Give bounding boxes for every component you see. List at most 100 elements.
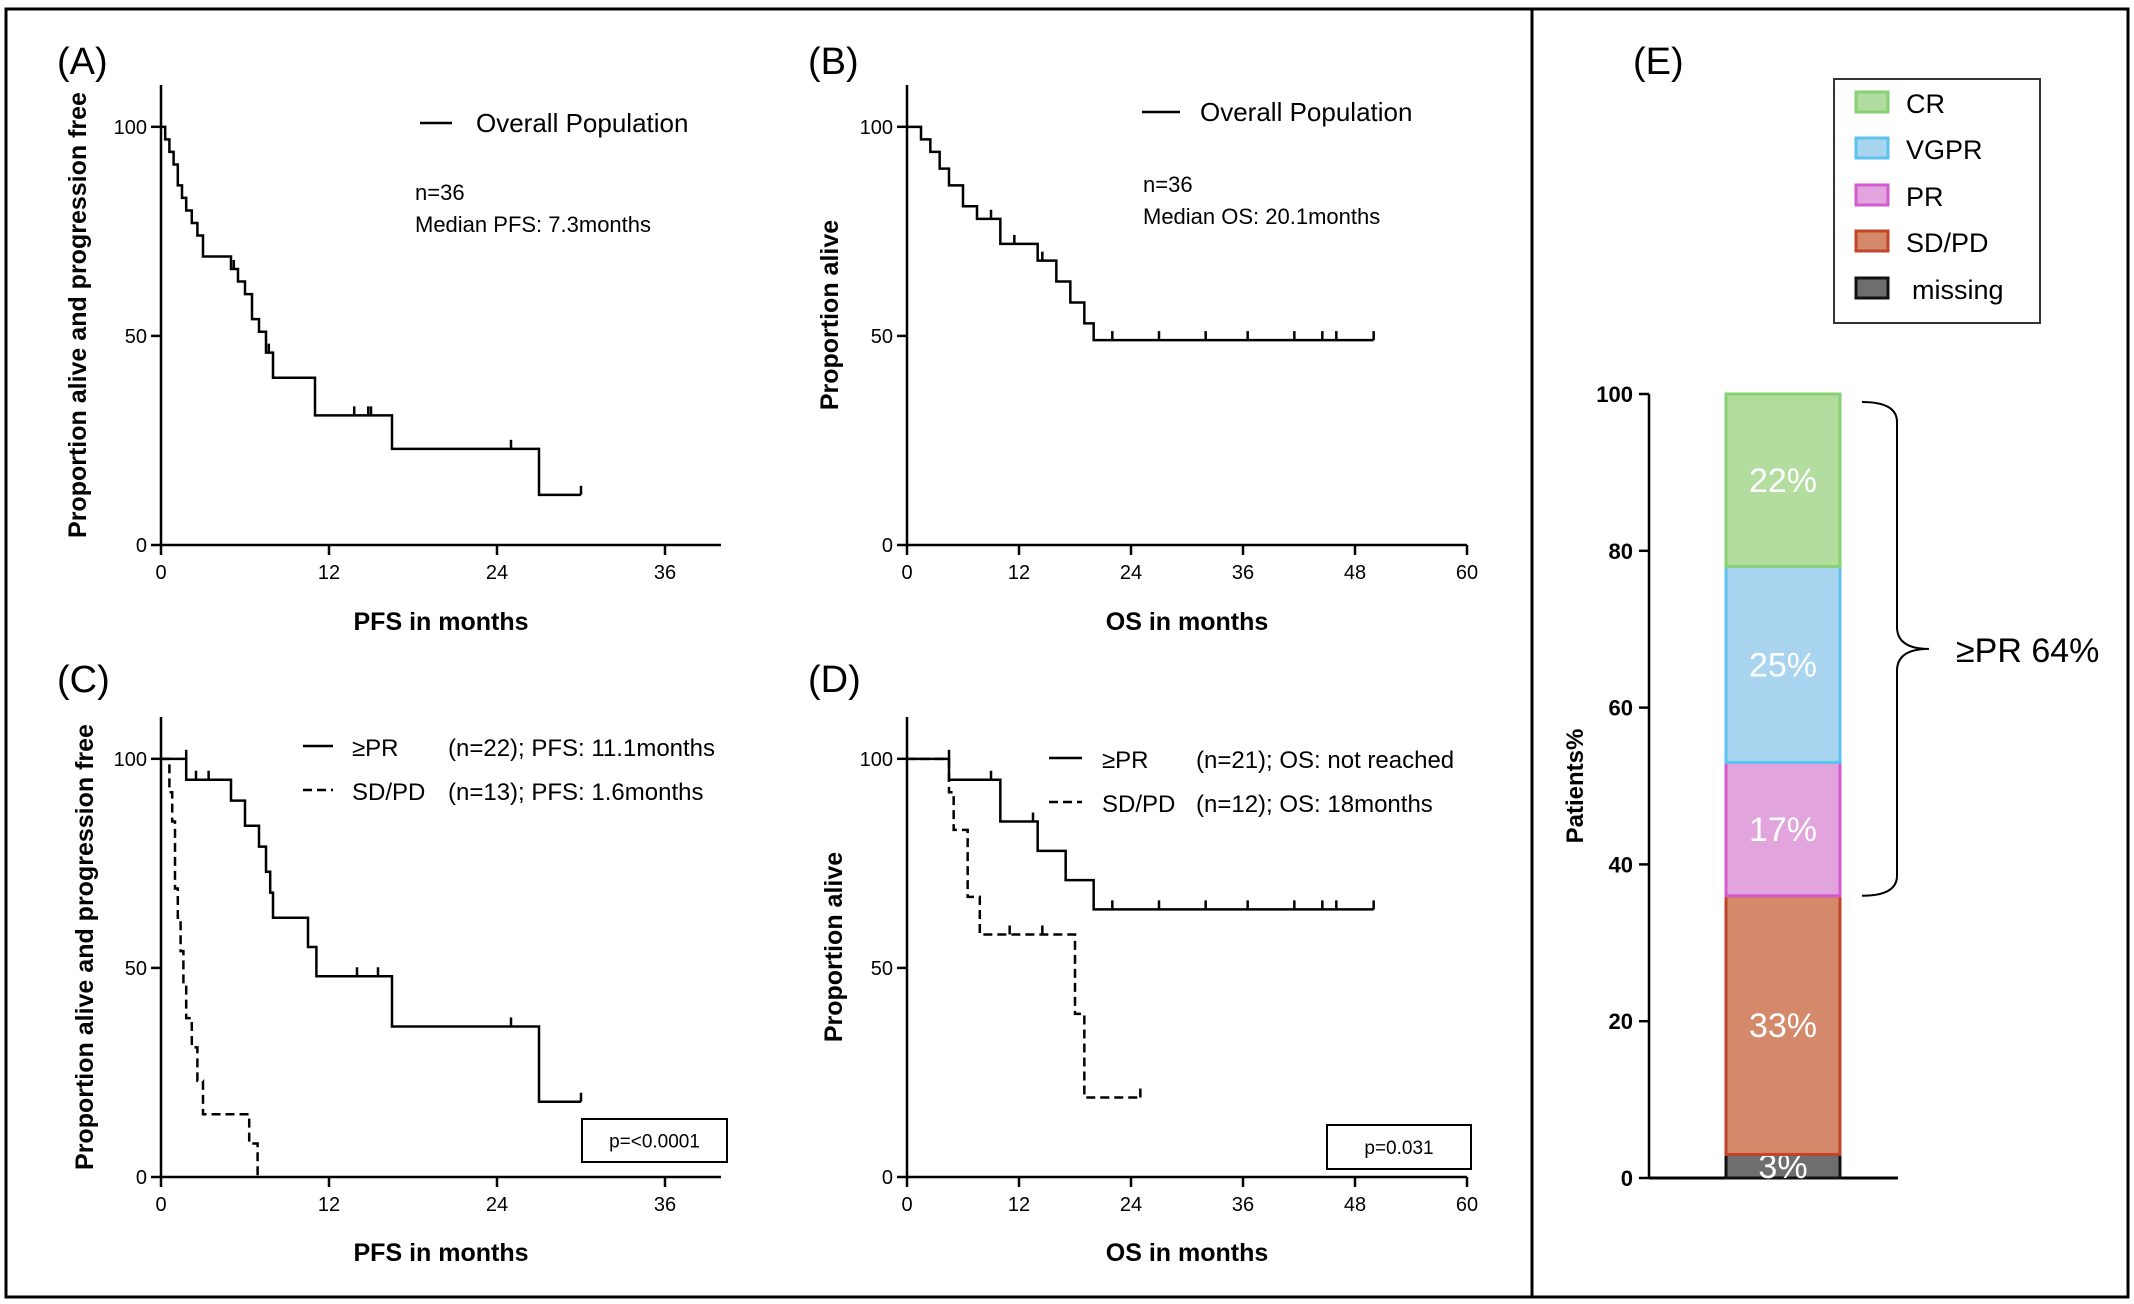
legend-label: SD/PD	[1102, 791, 1175, 818]
x-axis-label: PFS in months	[354, 1239, 529, 1267]
x-tick-label: 0	[901, 1194, 912, 1216]
y-tick-label: 0	[136, 535, 147, 557]
y-tick-label: 0	[882, 1167, 893, 1189]
x-tick-label: 12	[1008, 562, 1030, 584]
bar-segment-sdpd	[1724, 894, 1842, 1156]
panel-label-e: (E)	[1633, 41, 1684, 83]
legend-label: VGPR	[1906, 135, 1983, 165]
legend-swatch	[1854, 90, 1890, 114]
x-tick-label: 0	[155, 562, 166, 584]
x-tick-label: 0	[155, 1194, 166, 1216]
x-tick-label: 24	[486, 562, 508, 584]
y-tick-label: 100	[860, 749, 893, 771]
y-axis-label: Proportion alive and progression free	[64, 92, 92, 538]
x-tick-label: 36	[1232, 562, 1254, 584]
x-tick-label: 0	[901, 562, 912, 584]
panel-label-c: (C)	[57, 659, 110, 701]
panel-label-d: (D)	[808, 659, 861, 701]
x-tick-label: 36	[1232, 1194, 1254, 1216]
km-curve-dashed	[161, 757, 259, 1177]
legend-label: CR	[1906, 89, 1945, 119]
km-chart-c: 0 12 24 36 0 50 100 PFS in months Proportion ali…	[71, 717, 728, 1267]
y-tick-label: 50	[871, 326, 893, 348]
y-tick-label: 100	[114, 749, 147, 771]
pvalue-text: p=<0.0001	[609, 1132, 700, 1153]
pvalue-box	[581, 1118, 728, 1163]
x-tick-label: 24	[486, 1194, 508, 1216]
y-tick-label: 50	[125, 326, 147, 348]
response-bracket	[1861, 401, 1930, 897]
y-tick-label: 20	[1609, 1009, 1633, 1034]
annotation-text: Median OS: 20.1months	[1143, 204, 1380, 229]
legend-info: (n=13); PFS: 1.6months	[448, 779, 703, 806]
x-axis-label: PFS in months	[354, 608, 529, 636]
y-tick-label: 50	[125, 958, 147, 980]
legend-swatch	[1854, 276, 1890, 300]
km-curve-solid	[161, 125, 581, 497]
km-chart-d: 0 12 24 36 48 60 0 50 100 OS in months Proportion …	[820, 717, 1478, 1267]
bar-segment-label: 22%	[1749, 462, 1817, 500]
x-tick-label: 48	[1344, 562, 1366, 584]
y-tick-label: 0	[136, 1167, 147, 1189]
legend-label: SD/PD	[352, 779, 425, 806]
legend-swatch	[1854, 183, 1890, 207]
x-tick-label: 12	[1008, 1194, 1030, 1216]
km-chart-a: 0 12 24 36 0 50 100 PFS in months Proportion ali…	[64, 85, 721, 636]
bar-segment-label: 25%	[1749, 646, 1817, 684]
legend-label: Overall Population	[476, 108, 688, 138]
km-curve-solid	[907, 757, 1374, 911]
km-curve-dashed	[907, 757, 1141, 1099]
legend-info: (n=12); OS: 18months	[1196, 791, 1433, 818]
y-axis-label: Proportion alive	[816, 220, 844, 410]
pvalue-box	[1326, 1124, 1472, 1170]
km-chart-b: 0 12 24 36 48 60 0 50 100 OS in months Proportion …	[816, 85, 1478, 636]
pvalue-text: p=0.031	[1364, 1138, 1433, 1159]
y-axis-label: Proportion alive	[820, 852, 848, 1042]
legend-label: SD/PD	[1906, 228, 1989, 258]
legend-swatch	[1854, 136, 1890, 160]
bracket-label: ≥PR 64%	[1956, 632, 2099, 670]
annotation-text: n=36	[415, 180, 465, 205]
legend-label: missing	[1912, 275, 2004, 305]
x-tick-label: 48	[1344, 1194, 1366, 1216]
x-tick-label: 24	[1120, 562, 1142, 584]
x-tick-label: 60	[1456, 1194, 1478, 1216]
legend-label: ≥PR	[352, 735, 399, 762]
panel-label-a: (A)	[57, 41, 108, 83]
y-tick-label: 100	[114, 117, 147, 139]
legend-label: ≥PR	[1102, 747, 1149, 774]
y-tick-label: 50	[871, 958, 893, 980]
y-tick-label: 0	[882, 535, 893, 557]
legend-label: Overall Population	[1200, 97, 1412, 127]
legend-label: PR	[1906, 182, 1944, 212]
km-curve-solid	[161, 757, 581, 1103]
bar-segment-pr	[1724, 760, 1842, 898]
x-tick-label: 12	[318, 1194, 340, 1216]
legend-info: (n=21); OS: not reached	[1196, 747, 1454, 774]
x-tick-label: 24	[1120, 1194, 1142, 1216]
x-axis-label: OS in months	[1106, 608, 1269, 636]
panel-label-b: (B)	[808, 41, 859, 83]
bar-segment-label: 33%	[1749, 1007, 1817, 1045]
y-axis-label: Patients%	[1562, 729, 1589, 844]
outer-frame	[4, 7, 2130, 1299]
legend-swatch	[1854, 229, 1890, 253]
y-axis-label: Proportion alive and progression free	[71, 724, 99, 1170]
x-tick-label: 36	[654, 562, 676, 584]
y-tick-label: 0	[1621, 1166, 1633, 1191]
x-tick-label: 60	[1456, 562, 1478, 584]
x-tick-label: 12	[318, 562, 340, 584]
annotation-text: Median PFS: 7.3months	[415, 212, 651, 237]
y-tick-label: 100	[1596, 382, 1633, 407]
y-tick-label: 60	[1609, 696, 1633, 721]
bar-segment-cr	[1724, 392, 1842, 568]
x-axis-label: OS in months	[1106, 1239, 1269, 1267]
km-curve-solid	[907, 125, 1374, 342]
y-tick-label: 80	[1609, 539, 1633, 564]
legend-info: (n=22); PFS: 11.1months	[448, 735, 715, 762]
annotation-text: n=36	[1143, 172, 1193, 197]
bar-segment-label: 17%	[1749, 811, 1817, 849]
x-tick-label: 36	[654, 1194, 676, 1216]
